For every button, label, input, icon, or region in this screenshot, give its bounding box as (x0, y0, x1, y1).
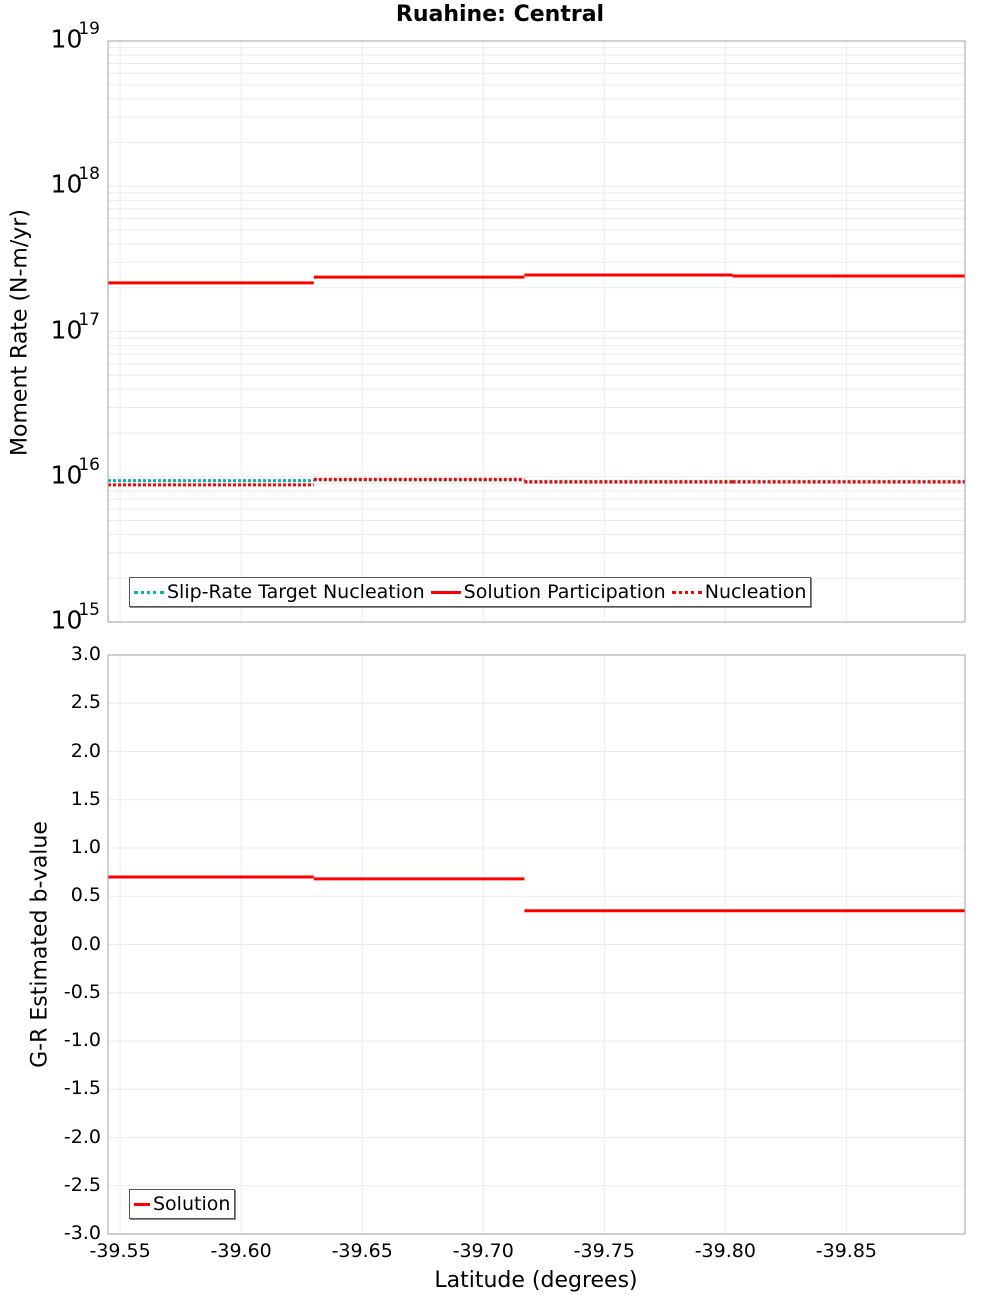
y-tick-label: 1.0 (70, 836, 101, 858)
y-tick-label: 1015 (50, 600, 100, 635)
y-tick-label: 2.5 (70, 691, 101, 714)
top-y-axis-label: Moment Rate (N-m/yr) (7, 209, 33, 456)
x-tick-label: -39.85 (815, 1240, 877, 1262)
legend-label: Nucleation (704, 581, 807, 603)
y-tick-label: 1016 (50, 454, 100, 490)
x-tick-label: -39.70 (452, 1240, 514, 1262)
y-tick-label: 1018 (50, 164, 100, 199)
y-tick-label: 3.0 (70, 643, 101, 665)
x-tick-label: -39.65 (331, 1240, 393, 1262)
y-tick-label: -1.5 (63, 1077, 101, 1100)
legend-label: Slip-Rate Target Nucleation (167, 581, 425, 603)
x-tick-label: -39.80 (694, 1240, 756, 1262)
legend-item-solution-participation: Solution Participation (430, 581, 666, 603)
legend-item-target-nucleation: Slip-Rate Target Nucleation (134, 581, 425, 603)
y-tick-label: -2.5 (63, 1173, 101, 1196)
legend-swatch-solid-red (134, 1202, 150, 1206)
x-axis-label: Latitude (degrees) (434, 1268, 638, 1293)
bottom-plot-frame (107, 654, 966, 1235)
legend-swatch-solid-red (430, 590, 461, 594)
legend-item-nucleation: Nucleation (671, 581, 807, 603)
y-tick-label: 1019 (50, 19, 100, 54)
y-tick-label: 0.5 (70, 884, 101, 907)
legend-label: Solution Participation (463, 581, 666, 603)
y-tick-label: 0.0 (70, 932, 101, 955)
y-tick-label: 1.5 (70, 787, 101, 810)
top-legend: Slip-Rate Target Nucleation Solution Par… (129, 577, 812, 607)
y-tick-label: -2.0 (63, 1125, 101, 1148)
chart-title: Ruahine: Central (395, 2, 605, 27)
y-tick-label: -3.0 (63, 1222, 101, 1244)
legend-swatch-dotted-red (671, 590, 702, 594)
y-tick-label: -0.5 (63, 980, 101, 1003)
bottom-legend: Solution (129, 1189, 236, 1219)
x-tick-label: -39.75 (573, 1240, 635, 1262)
y-tick-label: -1.0 (63, 1029, 101, 1051)
x-tick-label: -39.60 (210, 1240, 272, 1262)
legend-swatch-dotted-cyan (134, 590, 164, 594)
legend-item-solution: Solution (134, 1193, 230, 1215)
x-tick-label: -39.55 (89, 1240, 151, 1262)
top-plot-frame (107, 40, 966, 623)
y-tick-label: 1017 (50, 309, 100, 344)
legend-label: Solution (153, 1193, 231, 1215)
y-tick-label: 2.0 (70, 739, 101, 762)
